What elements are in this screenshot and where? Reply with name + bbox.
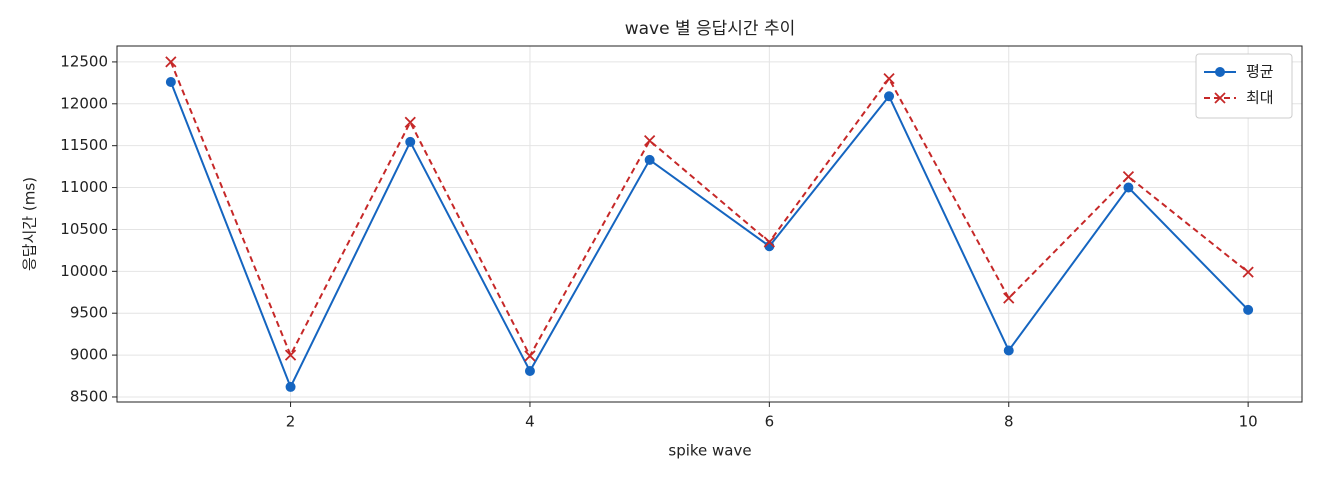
chart-title: wave 별 응답시간 추이 bbox=[625, 19, 796, 39]
y-tick-label: 11000 bbox=[60, 178, 108, 196]
legend-marker bbox=[1215, 67, 1225, 77]
x-axis-label: spike wave bbox=[668, 442, 751, 460]
x-tick-label: 2 bbox=[286, 413, 296, 431]
y-tick-label: 9000 bbox=[70, 346, 108, 364]
y-tick-label: 8500 bbox=[70, 387, 108, 405]
y-tick-label: 10500 bbox=[60, 220, 108, 238]
legend-label: 최대 bbox=[1246, 89, 1274, 107]
point bbox=[1003, 292, 1015, 304]
x-tick-label: 6 bbox=[765, 413, 775, 431]
point bbox=[284, 349, 297, 361]
point bbox=[1122, 171, 1135, 183]
point bbox=[165, 77, 176, 88]
y-tick-label: 12500 bbox=[60, 52, 108, 70]
legend-box bbox=[1195, 53, 1293, 119]
legend-label: 평균 bbox=[1246, 63, 1274, 81]
point bbox=[1003, 345, 1014, 356]
point bbox=[1242, 266, 1254, 278]
x-tick-label: 10 bbox=[1239, 413, 1258, 431]
legend-marker bbox=[1214, 92, 1226, 104]
point bbox=[1243, 304, 1254, 315]
point bbox=[644, 135, 656, 147]
point bbox=[524, 350, 536, 362]
point bbox=[763, 236, 775, 248]
series-line bbox=[169, 81, 1249, 390]
x-tick-label: 4 bbox=[525, 413, 535, 431]
point bbox=[644, 154, 655, 165]
point bbox=[524, 366, 535, 377]
plot-frame bbox=[116, 45, 1303, 403]
point bbox=[884, 91, 895, 102]
point bbox=[405, 136, 416, 147]
point bbox=[883, 73, 895, 85]
series-line bbox=[169, 61, 1249, 359]
point bbox=[404, 116, 416, 128]
point bbox=[165, 56, 177, 68]
y-axis-label: 응답시간 (ms) bbox=[21, 177, 39, 271]
y-tick-label: 10000 bbox=[60, 262, 108, 280]
y-tick-label: 11500 bbox=[60, 136, 108, 154]
point bbox=[285, 381, 296, 392]
y-tick-label: 9500 bbox=[70, 304, 108, 322]
point bbox=[1123, 182, 1134, 193]
y-tick-label: 12000 bbox=[60, 94, 108, 112]
x-tick-label: 8 bbox=[1004, 413, 1014, 431]
